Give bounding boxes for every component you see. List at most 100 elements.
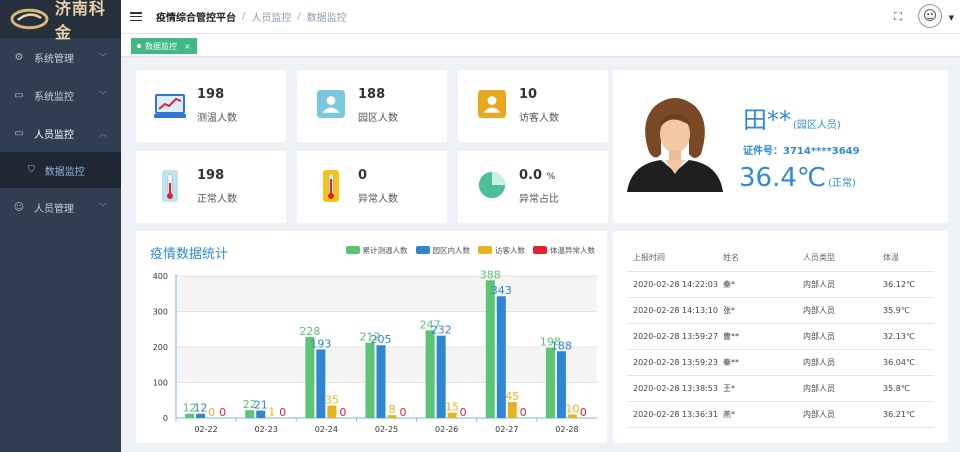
sidebar-item-data-monitor[interactable]: ⛉ 数据监控 [0, 152, 121, 188]
avatar[interactable] [918, 4, 942, 28]
grid-band [176, 311, 597, 347]
stat-label: 正常人数 [197, 194, 237, 205]
stat-value-number: 0.0 [519, 168, 543, 183]
sidebar-item-person-management[interactable]: ☺ 人员管理 ﹀ [0, 188, 121, 226]
tab-dot-icon [137, 44, 141, 48]
data-label: 21 [254, 399, 268, 412]
data-label: 247 [420, 318, 441, 331]
legend-swatch [478, 246, 492, 254]
bar [447, 412, 457, 418]
stat-value: 0 [358, 168, 368, 183]
y-tick-label: 200 [153, 343, 168, 352]
bar [316, 349, 326, 418]
table-cell: 内部人员 [803, 349, 883, 376]
stat-label: 异常人数 [358, 194, 398, 205]
bar [185, 413, 195, 418]
table-cell: 曹** [723, 323, 803, 350]
stat-value-unit: % [546, 172, 556, 182]
table-cell: 内部人员 [803, 375, 883, 402]
id-card-icon [317, 90, 345, 118]
stat-label: 异常占比 [519, 194, 559, 205]
bar [305, 337, 315, 418]
legend-item[interactable]: 体温异常人数 [533, 245, 595, 256]
stat-value: 10 [519, 87, 538, 102]
data-label: 0 [279, 406, 286, 419]
sidebar-item-system-management[interactable]: ⚙ 系统管理 ﹀ [0, 38, 121, 76]
stat-card-abnormal: 0 异常人数 [297, 151, 447, 223]
bar [256, 410, 266, 418]
tab-close-icon[interactable]: × [184, 41, 191, 51]
visitor-icon [478, 90, 506, 118]
legend-swatch [345, 246, 360, 254]
legend-label: 体温异常人数 [550, 246, 595, 255]
data-label: 0 [520, 406, 527, 419]
table-cell: 2020-02-28 14:22:03 [627, 271, 723, 298]
table-cell: 36.21℃ [883, 401, 934, 428]
data-label: 0 [580, 406, 587, 419]
legend-item[interactable]: 累计测温人数 [345, 245, 408, 256]
grid-band [176, 382, 597, 418]
data-label: 0 [400, 406, 407, 419]
data-label: 0 [219, 406, 226, 419]
sidebar: 济南科金 ⚙ 系统管理 ﹀ ▭ 系统监控 ﹀ ▭ 人员监控 ︿ ⛉ 数据监控 ☺… [0, 0, 121, 452]
breadcrumb-separator: / [242, 11, 246, 22]
tab-data-monitor[interactable]: 数据监控 × [131, 38, 197, 54]
person-temperature: 36.4℃ (正常) [739, 163, 856, 193]
thermometer-icon [323, 170, 339, 202]
caret-down-icon[interactable]: ▼ [948, 14, 954, 22]
sidebar-item-person-monitor[interactable]: ▭ 人员监控 ︿ [0, 114, 121, 152]
data-label: 22 [243, 398, 257, 411]
legend-swatch [533, 246, 547, 254]
logo[interactable]: 济南科金 [0, 0, 121, 42]
table-row: 2020-02-28 14:13:10 张* 内部人员 35.9℃ [627, 297, 934, 324]
fullscreen-icon[interactable]: ⛶ [894, 10, 902, 23]
stat-value: 198 [197, 168, 225, 183]
person-name: 田** (园区人员) [743, 100, 841, 135]
chart-title: 疫情数据统计 [150, 247, 229, 262]
sidebar-item-label: 数据监控 [44, 166, 85, 178]
sidebar-item-label: 人员管理 [34, 203, 74, 215]
logo-text: 济南科金 [54, 0, 106, 42]
data-label: 15 [445, 401, 459, 414]
stat-value: 188 [358, 87, 386, 102]
bar [376, 345, 386, 418]
table-cell: 内部人员 [803, 271, 883, 298]
person-temperature-value: 36.4℃ [739, 163, 827, 193]
logo-icon [10, 8, 49, 30]
menu-toggle-icon[interactable] [130, 12, 142, 21]
grid-band [176, 347, 597, 383]
bar [507, 402, 517, 418]
sidebar-item-system-monitor[interactable]: ▭ 系统监控 ﹀ [0, 76, 121, 114]
bar [556, 351, 566, 418]
chevron-down-icon: ﹀ [99, 91, 107, 100]
table-cell: 内部人员 [803, 401, 883, 428]
data-label: 232 [431, 324, 452, 337]
data-label: 12 [194, 402, 208, 415]
legend-item[interactable]: 访客人数 [478, 245, 525, 256]
table-cell: 2020-02-28 13:38:53 [627, 375, 723, 402]
page-title: 疫情综合管控平台 [156, 13, 236, 24]
chevron-down-icon: ﹀ [99, 53, 107, 62]
legend-item[interactable]: 园区内人数 [415, 245, 470, 256]
table-cell: 张* [723, 297, 803, 324]
y-tick-label: 300 [153, 308, 168, 317]
breadcrumb-data-monitor[interactable]: 数据监控 [306, 13, 347, 24]
user-icon: ☺ [13, 201, 25, 213]
data-label: 212 [360, 331, 381, 344]
chevron-down-icon: ﹀ [99, 203, 107, 212]
x-tick-label: 02-26 [435, 425, 458, 434]
column-header: 上报时间 [627, 245, 723, 272]
pie-icon [478, 171, 506, 199]
tab-label: 数据监控 [145, 41, 177, 51]
breadcrumb-person-monitor[interactable]: 人员监控 [251, 13, 292, 24]
bar [425, 330, 435, 418]
table-cell: 32.13℃ [883, 323, 934, 350]
stat-label: 园区人数 [358, 113, 398, 124]
table-cell: 秦* [723, 271, 803, 298]
table-cell: 35.8℃ [883, 375, 934, 402]
stat-card-visitor: 10 访客人数 [458, 70, 608, 142]
records-table: 上报时间 姓名 人员类型 体温 2020-02-28 14:22:03 秦* 内部人… [627, 245, 934, 428]
data-label: 198 [540, 336, 561, 349]
bar [365, 342, 375, 418]
